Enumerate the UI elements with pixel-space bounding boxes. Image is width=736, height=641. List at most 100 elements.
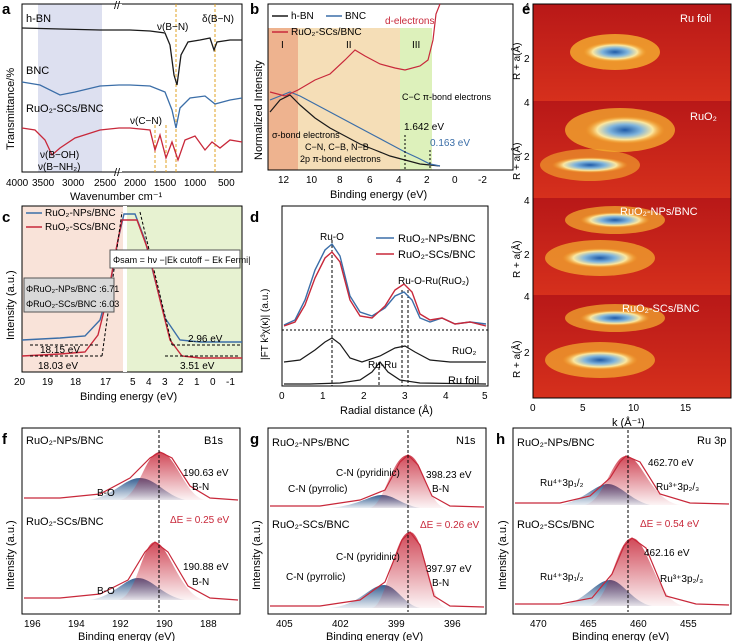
plot-frame [532, 3, 732, 399]
tick-label: 2 [361, 391, 367, 402]
tick-label: 2 [524, 348, 530, 359]
tick-label: 4 [524, 2, 530, 13]
region-iii [400, 28, 432, 170]
tick-label: 2 [424, 175, 430, 186]
x-axis-label: Binding energy (eV) [572, 631, 669, 641]
y-labels: R + a(Å) R + a(Å) R + a(Å) R + a(Å) [510, 42, 523, 378]
tick-label: 10 [628, 403, 640, 414]
heatmap-title: RuO₂-SCs/BNC [622, 303, 700, 315]
panel-title: Ru 3p [697, 435, 726, 447]
tick-label: 396 [444, 619, 461, 630]
y-axis-label: |FT k³χ(κ)| (a.u.) [260, 289, 271, 360]
tick-label: 1 [320, 391, 326, 402]
axis-break-top: // [114, 0, 121, 12]
phi-scs: ΦRuO₂-SCs/BNC :6.03 [26, 299, 119, 309]
phi-nps: ΦRuO₂-NPs/BNC :6.71 [26, 284, 119, 294]
plot-frame [21, 205, 243, 373]
sample-bottom: RuO₂-SCs/BNC [517, 519, 595, 531]
envelope-bottom [24, 541, 239, 601]
panel-title: N1s [456, 435, 476, 447]
axis-break-bottom: // [114, 167, 121, 179]
tick-label: 1000 [184, 178, 207, 189]
panel-letter: b [250, 1, 259, 18]
tick-label: 2 [178, 377, 184, 388]
value-label: B-N [432, 484, 449, 495]
sample-bottom: RuO₂-SCs/BNC [272, 519, 350, 531]
x-axis-label: Binding energy (eV) [80, 391, 177, 403]
ann-ruru: Ru-Ru [368, 360, 397, 371]
tick-label: 18 [70, 377, 82, 388]
tick-label: 405 [276, 619, 293, 630]
tick-label: 10 [306, 175, 318, 186]
x-axis-label: Radial distance (Å) [340, 404, 433, 417]
tick-label: 2500 [94, 178, 117, 189]
heatmap-title: RuO₂-NPs/BNC [620, 206, 698, 218]
tick-label: 2 [524, 250, 530, 261]
series-label-hbn: h-BN [26, 13, 51, 25]
tick-label: 190 [156, 619, 173, 630]
legend-entry: RuO₂-SCs/BNC [291, 27, 362, 38]
legend-entry: RuO₂-NPs/BNC [398, 233, 476, 245]
tick-label: 2 [524, 54, 530, 65]
value-label: 398.23 eV [426, 470, 472, 481]
tick-label: 3 [402, 391, 408, 402]
y-axis-label: R + a(Å) [510, 340, 523, 378]
series-ruo2scs-line [21, 127, 243, 163]
region-right [126, 206, 242, 372]
region-label: II [346, 40, 352, 51]
tick-label: 500 [218, 178, 235, 189]
legend-entry: RuO₂-SCs/BNC [45, 222, 116, 233]
panel-b: b I II III h-BN BNC RuO₂-SCs/BNC d-elect… [250, 1, 514, 201]
panel-letter: d [250, 209, 259, 226]
panel-h: h Ru 3p RuO₂-NPs/BNC RuO₂-SCs/BNC 462.70… [496, 427, 732, 641]
panel-letter: f [2, 431, 8, 448]
tick-label: 465 [580, 619, 597, 630]
ann-vbnh: ν(B−NH₂) [38, 162, 81, 173]
heatmap-4: RuO₂-SCs/BNC [533, 295, 731, 398]
sample-bottom: RuO₂-SCs/BNC [26, 516, 104, 528]
heatmap-1: Ru foil [533, 4, 731, 101]
peak-bn-bottom [118, 542, 205, 600]
plot-frame [512, 427, 732, 615]
panel-g: g N1s RuO₂-NPs/BNC RuO₂-SCs/BNC C-N (pyr… [250, 427, 487, 641]
tick-label: 470 [530, 619, 547, 630]
x-axis-label: k (Å⁻¹) [612, 416, 645, 429]
tick-label: 4 [524, 196, 530, 207]
panel-a: a // // h-BN BNC RuO₂-SCs/BNC ν(B−N) δ(B… [2, 0, 243, 203]
series-rufoil-line [284, 361, 487, 385]
series-hbn-line [21, 27, 242, 86]
heatmap-3: RuO₂-NPs/BNC [533, 198, 731, 295]
y-axis-label: Intensity (a.u.) [497, 520, 509, 590]
ann-pyridinic: C-N (pyridinic) [336, 468, 400, 479]
ann-pyridinic: C-N (pyridinic) [336, 552, 400, 563]
x-axis-label: Binding energy (eV) [326, 631, 423, 641]
y-axis-label: Transmittance/% [5, 68, 17, 150]
ann-ruoru: Ru-O-Ru(RuO₂) [398, 276, 469, 287]
y-axis-label: Normalized Intensity [253, 60, 265, 160]
tick-label: 4 [524, 292, 530, 303]
y-ticks: 4 2 4 2 4 2 4 2 [524, 2, 530, 359]
tick-label: 460 [630, 619, 647, 630]
tick-label: 402 [332, 619, 349, 630]
heatmap-2: RuO₂ [533, 101, 731, 198]
tick-label: 4 [443, 391, 449, 402]
ann-cn: C−N, C−B, N−B [305, 142, 369, 152]
tick-label: 5 [130, 377, 136, 388]
ann-vbo: ν(B−OH) [40, 150, 79, 161]
tick-label: 3000 [62, 178, 85, 189]
panel-title: B1s [204, 435, 223, 447]
x-ticks: 0 5 10 15 [530, 403, 692, 414]
tick-label: 2000 [124, 178, 147, 189]
y-axis-label: R + a(Å) [510, 42, 523, 80]
x-ticks: 0 1 2 3 4 5 [279, 391, 488, 402]
tick-label: 188 [200, 619, 217, 630]
tick-label: -2 [478, 175, 487, 186]
tick-label: 194 [68, 619, 85, 630]
panel-f: f B1s RuO₂-NPs/BNC RuO₂-SCs/BNC 190.63 e… [2, 427, 241, 641]
legend-entry: RuO₂-SCs/BNC [398, 249, 476, 261]
y-axis-label: Intensity (a.u.) [5, 520, 17, 590]
ann-ru4: Ru⁴⁺3p₁/₂ [540, 572, 584, 583]
ann-vcn: ν(C−N) [130, 116, 162, 127]
series-label-bnc: BNC [26, 65, 49, 77]
x-ticks: 12 10 8 6 4 2 0 -2 [278, 175, 487, 186]
